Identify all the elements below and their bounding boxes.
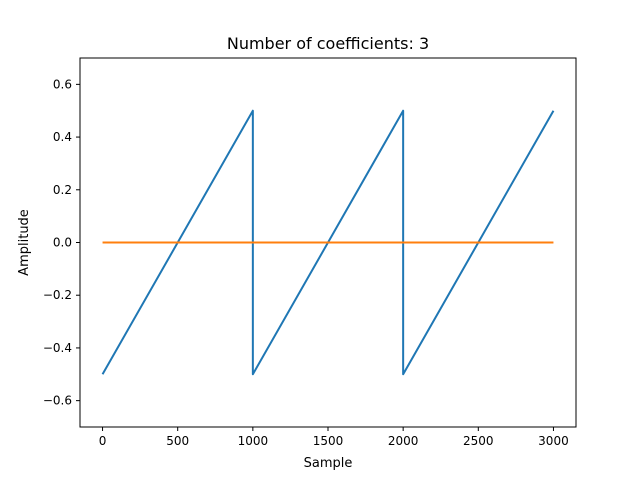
x-tick-label: 3000 <box>538 434 569 448</box>
x-tick-label: 2500 <box>463 434 494 448</box>
series-layer <box>101 109 555 376</box>
x-axis-ticks: 0 500 1000 1500 2000 2500 3000 <box>99 427 569 448</box>
y-axis-ticks: −0.6 −0.4 −0.2 0.0 0.2 0.4 0.6 <box>43 77 80 408</box>
chart-title: Number of coefficients: 3 <box>227 34 429 53</box>
x-tick-label: 500 <box>166 434 189 448</box>
y-tick-label: 0.4 <box>53 130 72 144</box>
y-tick-label: −0.6 <box>43 394 72 408</box>
x-tick-label: 0 <box>99 434 107 448</box>
y-tick-label: 0.2 <box>53 183 72 197</box>
x-axis-label: Sample <box>304 456 353 471</box>
y-tick-label: −0.4 <box>43 341 72 355</box>
y-tick-label: −0.2 <box>43 288 72 302</box>
x-tick-label: 1500 <box>313 434 344 448</box>
plot-area <box>79 57 577 428</box>
y-tick-label: 0.6 <box>53 77 72 91</box>
x-tick-label: 1000 <box>238 434 269 448</box>
y-axis-label: Amplitude <box>17 209 32 276</box>
y-tick-label: 0.0 <box>53 236 72 250</box>
x-tick-label: 2000 <box>388 434 419 448</box>
